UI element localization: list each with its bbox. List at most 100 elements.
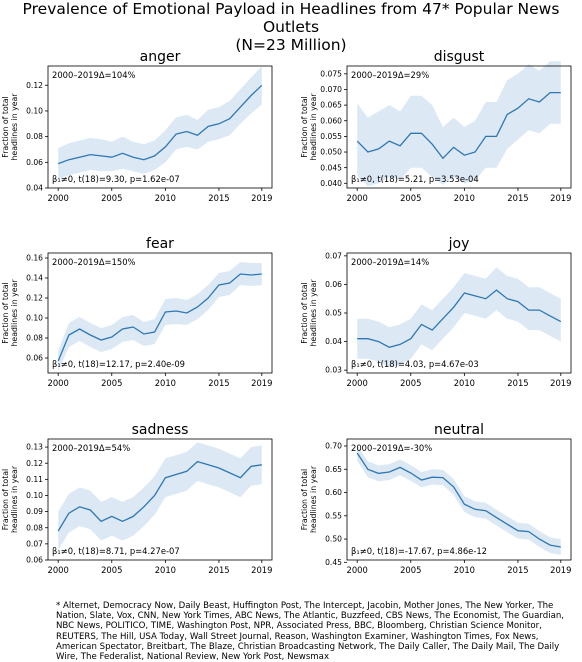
confidence-band (58, 442, 262, 550)
x-tick-label: 2019 (550, 378, 571, 388)
y-tick-label: 0.06 (26, 354, 43, 363)
y-tick-label: 0.16 (26, 254, 43, 263)
x-tick-label: 2010 (454, 565, 475, 575)
x-tick-label: 2000 (347, 378, 368, 388)
x-tick-label: 2000 (347, 565, 368, 575)
panel-title: sadness (132, 422, 189, 438)
x-tick-label: 2000 (347, 193, 368, 203)
x-tick-label: 2010 (155, 193, 176, 203)
x-tick-label: 2015 (208, 565, 229, 575)
chart-panel-sadness: sadness 0.06 0.07 0.08 0.09 0.10 0.11 0.12 0.13 2… (1, 422, 272, 575)
confidence-band (58, 66, 262, 179)
y-axis-label-line-1: Fraction of total (300, 96, 309, 157)
change-annotation: 2000–2019Δ=104% (52, 70, 136, 80)
y-axis-label: Fraction of totalheadlines in year (1, 465, 19, 533)
y-tick-label: 0.12 (26, 459, 43, 468)
y-tick-label: 0.050 (320, 148, 342, 157)
panel-title: fear (146, 236, 174, 252)
y-tick-label: 0.50 (325, 535, 342, 544)
y-axis-label-line-2: headlines in year (309, 93, 318, 161)
y-tick-label: 0.070 (320, 85, 342, 94)
y-axis-label: Fraction of totalheadlines in year (300, 465, 318, 533)
x-tick-label: 2019 (251, 193, 272, 203)
y-axis-label: Fraction of totalheadlines in year (300, 279, 318, 347)
y-tick-label: 0.08 (26, 523, 43, 532)
y-tick-label: 0.065 (320, 101, 342, 110)
x-tick-label: 2019 (251, 565, 272, 575)
y-tick-label: 0.075 (320, 69, 342, 78)
y-tick-label: 0.07 (325, 251, 342, 260)
x-tick-label: 2010 (454, 193, 475, 203)
change-annotation: 2000–2019Δ=54% (52, 443, 130, 453)
y-tick-label: 0.05 (325, 309, 342, 318)
x-tick-label: 2015 (208, 378, 229, 388)
x-tick-label: 2010 (155, 565, 176, 575)
x-tick-label: 2005 (101, 565, 122, 575)
y-axis-label-line-2: headlines in year (10, 279, 19, 347)
y-tick-label: 0.60 (325, 488, 342, 497)
y-tick-label: 0.45 (325, 558, 342, 567)
y-axis-label-line-1: Fraction of total (300, 282, 309, 343)
y-tick-label: 0.70 (325, 442, 342, 451)
y-tick-label: 0.04 (325, 337, 342, 346)
y-tick-label: 0.03 (325, 366, 342, 375)
y-tick-label: 0.10 (26, 107, 43, 116)
x-tick-label: 2005 (101, 378, 122, 388)
regression-annotation: β₁≠0, t(18)=8.71, p=4.27e-07 (52, 546, 180, 556)
y-tick-label: 0.14 (26, 274, 43, 283)
x-tick-label: 2005 (101, 193, 122, 203)
y-tick-label: 0.12 (26, 81, 43, 90)
x-tick-label: 2010 (155, 378, 176, 388)
panel-title: neutral (434, 422, 484, 438)
x-tick-label: 2015 (507, 378, 528, 388)
y-axis-label-line-1: Fraction of total (1, 282, 10, 343)
y-tick-label: 0.055 (320, 132, 342, 141)
y-axis-label-line-2: headlines in year (309, 279, 318, 347)
confidence-band (58, 262, 262, 371)
x-tick-label: 2019 (251, 378, 272, 388)
y-axis-label-line-2: headlines in year (10, 93, 19, 161)
x-tick-label: 2005 (400, 565, 421, 575)
regression-annotation: β₁≠0, t(18)=-17.67, p=4.86e-12 (351, 546, 487, 556)
y-tick-label: 0.10 (26, 491, 43, 500)
y-tick-label: 0.07 (26, 539, 43, 548)
change-annotation: 2000–2019Δ=-30% (351, 443, 432, 453)
y-axis-label-line-1: Fraction of total (1, 469, 10, 530)
y-tick-label: 0.08 (26, 132, 43, 141)
x-tick-label: 2000 (48, 565, 69, 575)
x-tick-label: 2005 (400, 193, 421, 203)
y-tick-label: 0.06 (26, 556, 43, 565)
confidence-band (357, 267, 561, 367)
x-tick-label: 2010 (454, 378, 475, 388)
change-annotation: 2000–2019Δ=150% (52, 257, 136, 267)
panel-title: disgust (434, 49, 485, 65)
regression-annotation: β₁≠0, t(18)=9.30, p=1.62e-07 (52, 174, 180, 184)
x-tick-label: 2015 (208, 193, 229, 203)
y-tick-label: 0.040 (320, 179, 342, 188)
y-axis-label-line-1: Fraction of total (300, 469, 309, 530)
confidence-band (357, 61, 561, 186)
charts-canvas: anger 0.04 0.06 0.08 0.10 0.12 2000 2005 2010 201… (0, 0, 582, 600)
x-tick-label: 2005 (400, 378, 421, 388)
x-tick-label: 2000 (48, 193, 69, 203)
y-tick-label: 0.09 (26, 507, 43, 516)
y-axis-label: Fraction of totalheadlines in year (1, 279, 19, 347)
y-tick-label: 0.04 (26, 184, 43, 193)
panel-title: anger (140, 49, 181, 65)
y-tick-label: 0.08 (26, 334, 43, 343)
x-tick-label: 2019 (550, 565, 571, 575)
regression-annotation: β₁≠0, t(18)=5.21, p=3.53e-04 (351, 174, 479, 184)
x-tick-label: 2019 (550, 193, 571, 203)
regression-annotation: β₁≠0, t(18)=4.03, p=4.67e-03 (351, 359, 479, 369)
y-tick-label: 0.12 (26, 294, 43, 303)
y-tick-label: 0.55 (325, 511, 342, 520)
y-tick-label: 0.06 (26, 158, 43, 167)
y-tick-label: 0.13 (26, 443, 43, 452)
confidence-band (357, 445, 561, 555)
y-tick-label: 0.10 (26, 314, 43, 323)
y-axis-label-line-2: headlines in year (309, 465, 318, 533)
panel-title: joy (448, 236, 470, 252)
y-tick-label: 0.11 (26, 475, 43, 484)
